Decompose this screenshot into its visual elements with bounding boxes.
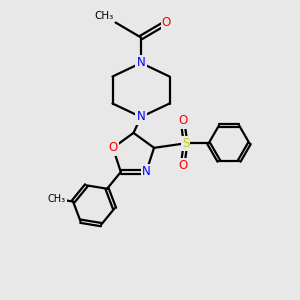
Text: N: N	[136, 110, 146, 124]
Text: N: N	[136, 56, 146, 70]
Text: O: O	[178, 114, 187, 127]
Text: O: O	[108, 141, 118, 154]
Text: CH₃: CH₃	[95, 11, 114, 21]
Text: N: N	[142, 166, 151, 178]
Text: CH₃: CH₃	[48, 194, 66, 204]
Text: O: O	[162, 16, 171, 29]
Text: S: S	[182, 137, 189, 150]
Text: O: O	[178, 159, 187, 172]
